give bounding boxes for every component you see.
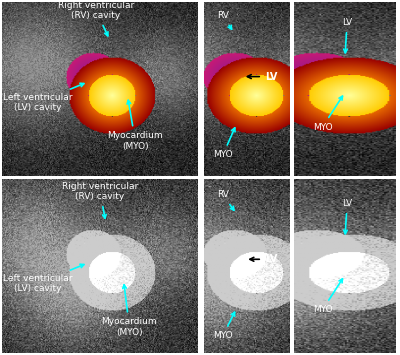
Text: MYO: MYO xyxy=(213,312,235,340)
Text: RV: RV xyxy=(217,11,232,29)
Text: LV: LV xyxy=(342,18,352,53)
Text: LV: LV xyxy=(247,72,277,82)
Text: Left ventricular
(LV) cavity: Left ventricular (LV) cavity xyxy=(2,264,84,293)
Text: LV: LV xyxy=(250,254,277,264)
Text: MYO: MYO xyxy=(213,128,235,159)
Text: MYO: MYO xyxy=(313,96,342,131)
Text: MYO: MYO xyxy=(313,279,342,314)
Text: Left ventricular
(LV) cavity: Left ventricular (LV) cavity xyxy=(2,83,84,113)
Text: Myocardium
(MYO): Myocardium (MYO) xyxy=(108,100,163,151)
Text: Myocardium
(MYO): Myocardium (MYO) xyxy=(102,285,157,337)
Text: LV: LV xyxy=(342,199,352,234)
Text: RV: RV xyxy=(217,190,234,210)
Text: Right ventricular
(RV) cavity: Right ventricular (RV) cavity xyxy=(58,1,134,36)
Text: Right ventricular
(RV) cavity: Right ventricular (RV) cavity xyxy=(62,182,138,218)
